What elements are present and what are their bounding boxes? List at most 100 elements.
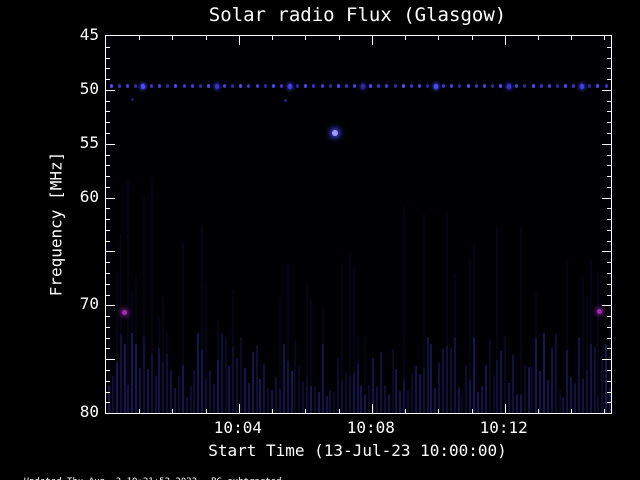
y-axis-tick — [607, 348, 611, 350]
footer: Updated Thu Aug 3 10:21:52 2023 BG subtra… — [2, 467, 282, 480]
noise-stripe — [127, 385, 130, 413]
rfi-dot — [328, 84, 332, 88]
y-axis-tick — [106, 380, 110, 382]
rfi-dot — [223, 84, 227, 88]
y-axis-tick — [106, 100, 110, 102]
y-axis-tick — [607, 57, 611, 59]
noise-stripe — [574, 383, 577, 413]
rfi-dot — [482, 84, 486, 88]
noise-stripe — [531, 366, 534, 413]
noise-stripe — [609, 387, 611, 413]
x-axis-tick — [172, 36, 174, 40]
noise-stripe — [488, 339, 491, 413]
y-axis-tick — [106, 326, 110, 328]
rfi-dot — [433, 83, 438, 89]
y-axis-tick — [106, 251, 115, 253]
rfi-dot — [109, 84, 113, 88]
noise-column — [469, 258, 472, 413]
noise-stripe — [379, 352, 382, 413]
y-axis-tick — [106, 186, 110, 188]
x-axis-tick — [305, 409, 307, 413]
noise-stripe — [539, 370, 542, 413]
rfi-dot — [198, 84, 202, 88]
noise-stripe — [139, 368, 141, 413]
noise-stripe — [111, 375, 114, 413]
noise-stripe — [123, 343, 126, 413]
x-axis-tick — [205, 36, 207, 40]
rfi-dot — [239, 84, 243, 88]
y-axis-tick — [106, 197, 115, 199]
noise-stripe — [543, 332, 545, 413]
noise-stripe — [325, 395, 328, 413]
y-tick-label: 60 — [79, 186, 99, 206]
rfi-dot — [271, 84, 275, 88]
y-axis-tick — [106, 316, 110, 318]
noise-column — [585, 295, 588, 413]
x-axis-tick — [238, 36, 240, 45]
y-axis-tick — [607, 337, 611, 339]
noise-stripe — [119, 334, 122, 413]
rfi-dot — [539, 84, 543, 88]
y-axis-tick — [607, 186, 611, 188]
noise-column — [597, 273, 600, 413]
y-axis-tick — [607, 111, 611, 113]
noise-stripe — [484, 364, 487, 413]
rfi-dot — [141, 83, 146, 89]
y-tick-label: 70 — [79, 294, 99, 314]
y-axis-tick — [607, 100, 611, 102]
noise-stripe — [578, 336, 580, 413]
y-axis-tick — [602, 143, 611, 145]
noise-column — [205, 281, 208, 413]
noise-column — [127, 180, 130, 413]
y-axis-tick — [607, 122, 611, 124]
noise-column — [348, 253, 351, 413]
rfi-dot — [336, 84, 340, 88]
noise-stripe — [418, 373, 421, 413]
rfi-dot — [360, 83, 365, 89]
x-axis-tick — [305, 36, 307, 40]
noise-stripe — [228, 366, 231, 413]
noise-stripe — [492, 374, 495, 413]
noise-stripe — [430, 344, 433, 413]
y-axis-tick — [607, 208, 611, 210]
y-axis-tick — [106, 79, 110, 81]
noise-stripe — [504, 335, 507, 413]
noise-stripe — [341, 381, 343, 413]
noise-column — [356, 337, 359, 413]
rfi-dot — [279, 84, 283, 88]
noise-stripe — [581, 379, 584, 413]
noise-column — [309, 298, 312, 413]
x-axis-tick — [139, 409, 141, 413]
noise-stripe — [585, 368, 588, 413]
updated-timestamp: Updated Thu Aug 3 10:21:52 2023 — [24, 477, 197, 480]
noise-column — [352, 267, 355, 413]
y-axis-tick — [607, 154, 611, 156]
noise-column — [403, 205, 406, 413]
rfi-dot — [312, 84, 316, 88]
noise-stripe — [236, 358, 239, 413]
x-axis-tick — [604, 36, 606, 40]
y-axis-tick — [607, 391, 611, 393]
noise-stripe — [107, 386, 110, 413]
noise-stripe — [337, 358, 340, 413]
rfi-dot — [304, 84, 308, 88]
rfi-dot — [125, 84, 129, 88]
noise-stripe — [142, 336, 145, 413]
noise-stripe — [589, 344, 592, 413]
y-axis-tick — [607, 283, 611, 285]
noise-stripe — [205, 378, 208, 413]
x-axis-label: Start Time (13-Jul-23 10:00:00) — [208, 441, 507, 460]
plot-area — [105, 35, 612, 414]
x-tick-label: 10:08 — [346, 418, 395, 437]
chart-title: Solar radio Flux (Glasgow) — [208, 4, 507, 26]
noise-stripe — [562, 396, 565, 413]
y-axis-tick — [106, 359, 115, 361]
y-axis-tick — [106, 369, 110, 371]
y-axis-tick — [602, 197, 611, 199]
y-axis-tick — [106, 89, 115, 91]
noise-stripe — [445, 346, 448, 413]
faint-speck-1 — [283, 99, 287, 103]
noise-stripe — [523, 364, 526, 413]
y-axis-tick — [607, 229, 611, 231]
rfi-dot — [515, 84, 519, 88]
